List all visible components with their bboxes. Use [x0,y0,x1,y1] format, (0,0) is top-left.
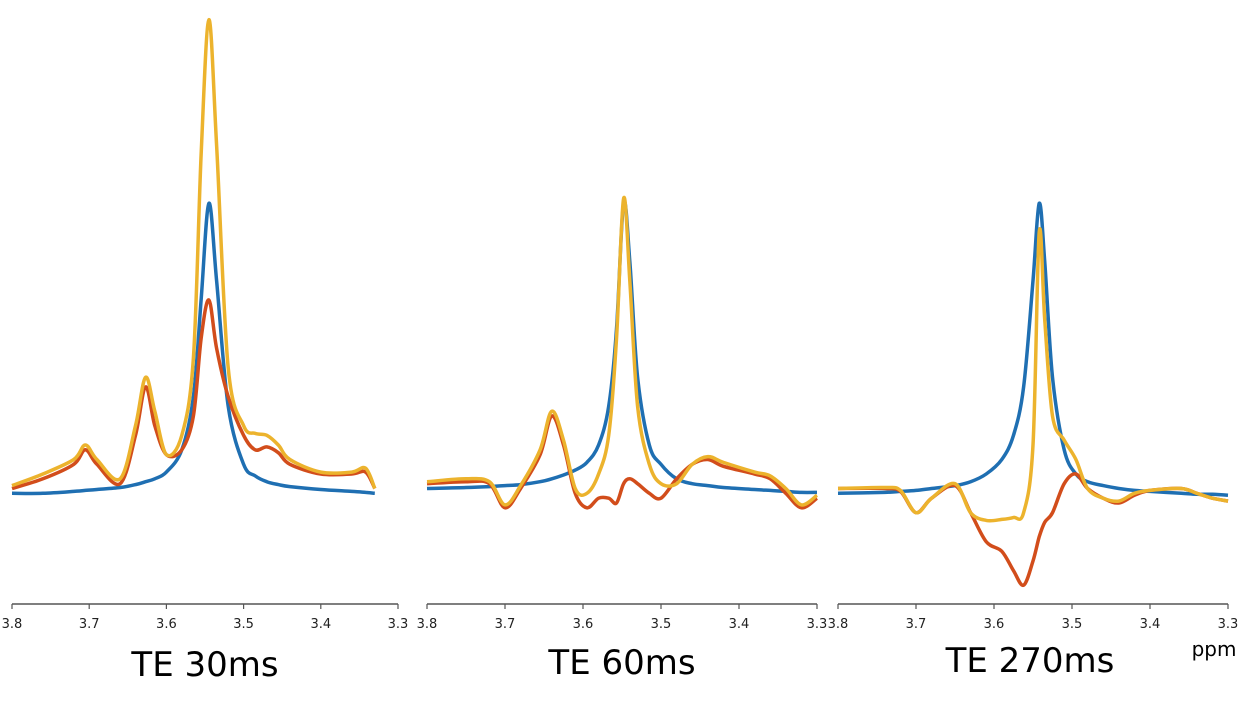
panel-te-30ms-x-tick-label: 3.6 [156,617,177,632]
panel-te-60ms-x-tick-label: 3.6 [573,617,594,632]
panel-te-30ms-x-tick-label: 3.4 [310,617,331,632]
panel-te-60ms-x-tick-label: 3.4 [729,617,750,632]
x-unit-label: ppm [1192,637,1237,661]
panel-te-60ms-title: TE 60ms [547,643,695,683]
panel-te-60ms-series-3-line [426,195,819,507]
panel-te-30ms-x-tick-label: 3.5 [233,617,254,632]
panel-te-60ms-x-tick-label: 3.3 [807,617,828,632]
panel-te-60ms-x-tick-label: 3.7 [495,617,516,632]
panel-te-30ms-series-2-line [11,298,377,491]
panel-te-60ms-series-2-line [426,414,819,510]
panel-te-30ms-series-3-line [11,17,377,490]
panel-te-270ms-series-2-line [837,472,1229,588]
panel-te-30ms-ticks: 3.8 3.7 3.6 3.5 3.4 3.3 [2,604,409,632]
panel-te-270ms-ticks: 3.8 3.7 3.6 3.5 3.4 3.3 [828,604,1239,632]
panel-te-30ms: 3.8 3.7 3.6 3.5 3.4 3.3 TE 30ms [2,17,409,685]
panel-te-270ms: 3.8 3.7 3.6 3.5 3.4 3.3 TE 270ms [828,201,1239,681]
panel-te-270ms-x-tick-label: 3.7 [906,617,927,632]
panel-te-270ms-series-3-line [837,227,1229,523]
panel-te-60ms-ticks: 3.8 3.7 3.6 3.5 3.4 3.3 [417,604,828,632]
panel-te-30ms-x-tick-label: 3.7 [79,617,100,632]
panel-te-60ms-x-tick-label: 3.5 [651,617,672,632]
panel-te-270ms-x-tick-label: 3.8 [828,617,849,632]
panel-te-60ms: 3.8 3.7 3.6 3.5 3.4 3.3 TE 60ms [417,195,828,683]
panel-te-60ms-x-tick-label: 3.8 [417,617,438,632]
panel-te-30ms-series-1-line [11,201,375,496]
panel-te-30ms-x-tick-label: 3.8 [2,617,23,632]
panel-te-30ms-title: TE 30ms [130,645,278,685]
panel-te-270ms-x-tick-label: 3.5 [1062,617,1083,632]
panel-te-270ms-x-tick-label: 3.3 [1218,617,1239,632]
panel-te-270ms-title: TE 270ms [945,641,1115,681]
panel-te-30ms-x-tick-label: 3.3 [388,617,409,632]
panel-te-270ms-x-tick-label: 3.4 [1140,617,1161,632]
panel-te-270ms-x-tick-label: 3.6 [984,617,1005,632]
